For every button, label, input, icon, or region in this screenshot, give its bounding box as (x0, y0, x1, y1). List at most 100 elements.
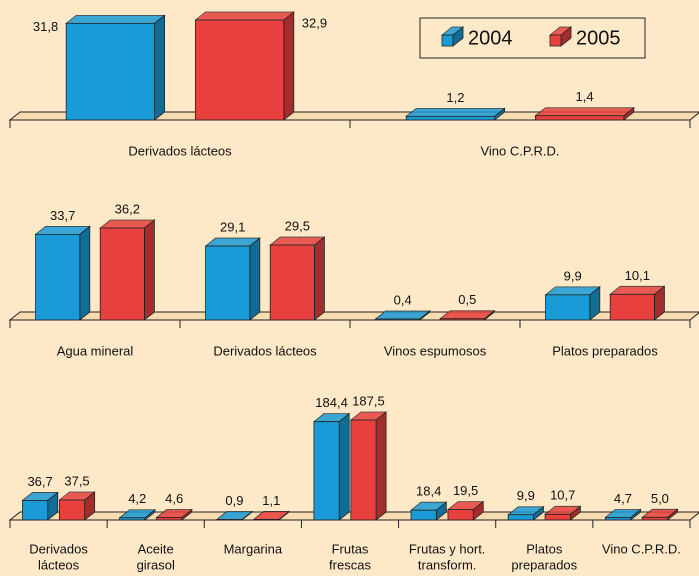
value-label: 9,9 (517, 488, 535, 503)
value-label: 19,5 (453, 483, 478, 498)
value-label: 36,2 (115, 201, 140, 216)
bar-3d (507, 505, 545, 521)
value-label: 33,7 (50, 208, 75, 223)
bar (439, 318, 485, 321)
bar-top (65, 14, 166, 24)
bar-3d (544, 286, 601, 321)
bar-3d (21, 491, 59, 521)
bar-3d (609, 285, 666, 321)
value-label: 10,1 (625, 268, 650, 283)
bar-3d (194, 11, 295, 121)
bar-3d (446, 500, 485, 521)
x-tick-label: preparados (511, 557, 577, 572)
bar-top (544, 286, 601, 296)
value-label: 37,5 (64, 473, 89, 488)
bar (156, 517, 183, 521)
bar (350, 419, 377, 521)
bar (65, 22, 155, 121)
bar-side (283, 11, 295, 121)
x-tick-label: Frutas y hort. (409, 541, 486, 556)
x-tick-label: Derivados (29, 541, 88, 556)
bar-top (34, 225, 91, 235)
bar-3d (548, 26, 573, 47)
x-tick-label: frescas (329, 557, 371, 572)
bar-side (154, 14, 166, 121)
bar-3d (349, 411, 388, 521)
bar-top (99, 219, 156, 229)
value-label: 0,4 (394, 292, 412, 307)
x-tick-label: transform. (418, 557, 477, 572)
bar-3d (215, 510, 254, 521)
bar-3d (409, 501, 448, 521)
bar-side (249, 237, 261, 321)
value-label: 18,4 (416, 484, 441, 499)
bar (535, 115, 625, 121)
legend-label: 2005 (576, 27, 621, 49)
x-tick-label: girasol (137, 557, 175, 572)
bar-3d (405, 107, 506, 121)
bar-top (405, 107, 506, 117)
bar-3d (312, 412, 351, 521)
bar (99, 227, 145, 321)
bar (410, 509, 437, 521)
bar-3d (374, 310, 431, 321)
bar-3d (440, 26, 465, 47)
legend-swatch (440, 26, 465, 47)
value-label: 0,9 (225, 493, 243, 508)
x-tick-label: Vino C.P.R.D. (480, 143, 559, 158)
bar-3d (204, 237, 261, 321)
value-label: 29,5 (285, 218, 310, 233)
bar-3d (155, 508, 193, 521)
legend-swatch (548, 26, 573, 47)
x-tick-label: Vinos espumosos (384, 343, 487, 358)
bar (405, 115, 496, 121)
bar-top (194, 11, 295, 21)
bar (604, 517, 631, 521)
x-tick-label: Platos (526, 541, 563, 556)
bar (194, 19, 285, 121)
x-tick-label: lácteos (38, 557, 80, 572)
x-tick-label: Derivados lácteos (213, 343, 317, 358)
bar (269, 244, 315, 321)
bar (253, 519, 280, 521)
bar-side (338, 412, 350, 521)
bar (507, 514, 534, 521)
bar-side (143, 219, 155, 321)
bar (59, 499, 86, 521)
bar-3d (269, 236, 326, 321)
bar-top (609, 285, 666, 295)
value-label: 187,5 (352, 393, 385, 408)
bar-top (204, 237, 261, 247)
bar-top (374, 310, 431, 320)
bar (441, 34, 454, 47)
x-tick-label: Derivados lácteos (128, 143, 232, 158)
bar-3d (604, 508, 642, 521)
bar-3d (534, 106, 635, 121)
value-label: 36,7 (27, 474, 52, 489)
value-label: 1,1 (262, 493, 280, 508)
value-label: 29,1 (220, 219, 245, 234)
bar-3d (543, 505, 582, 521)
bar (35, 233, 81, 321)
bar (205, 245, 251, 321)
bar (22, 500, 49, 521)
value-label: 9,9 (564, 268, 582, 283)
value-label: 10,7 (550, 488, 575, 503)
bar-3d (65, 14, 166, 121)
bar (447, 509, 474, 521)
value-label: 1,4 (576, 89, 594, 104)
bar-3d (99, 219, 156, 321)
legend-label: 2004 (468, 27, 513, 49)
bar-side (79, 225, 91, 321)
value-label: 32,9 (302, 15, 327, 30)
value-label: 4,7 (614, 491, 632, 506)
bar (609, 293, 655, 321)
value-label: 0,5 (458, 292, 476, 307)
bar-3d (252, 510, 291, 521)
x-tick-label: Frutas (332, 541, 369, 556)
x-tick-label: Vino C.P.R.D. (602, 541, 681, 556)
value-label: 31,8 (33, 19, 58, 34)
bar-side (313, 236, 325, 321)
bar-top (439, 310, 496, 320)
